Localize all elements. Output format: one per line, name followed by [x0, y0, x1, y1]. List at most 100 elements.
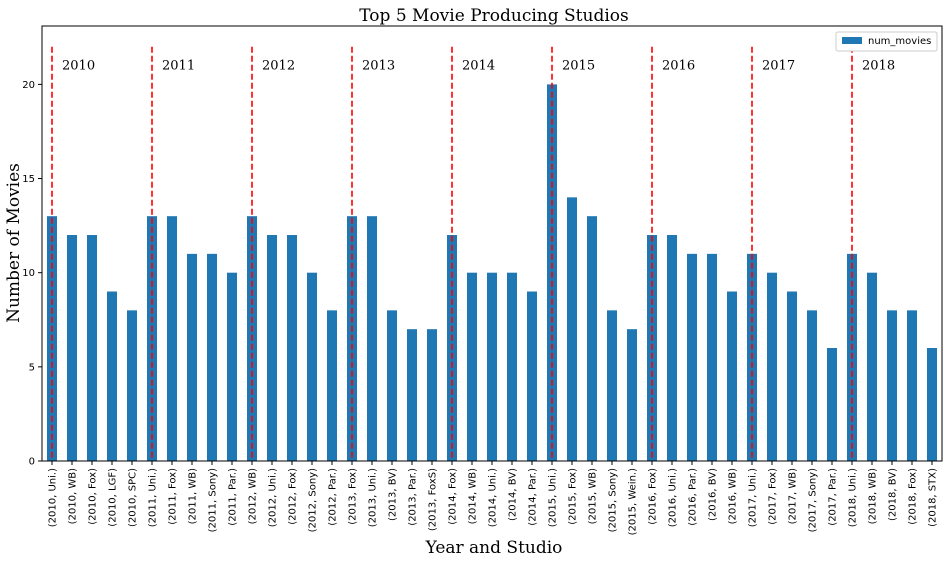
x-axis: (2010, Uni.) (2010, WB) (2010, Fox) (2010, … [48, 461, 939, 535]
bar-18 [407, 329, 417, 461]
y-tick-label: 10 [22, 268, 35, 279]
year-marker-label: 2012 [262, 59, 295, 74]
x-tick-label: (2015, Fox) [568, 468, 579, 525]
legend-box [835, 31, 938, 52]
bar-38 [807, 310, 817, 461]
bar-16 [367, 216, 377, 461]
bar-42 [887, 310, 897, 461]
x-tick-label: (2015, WB) [588, 468, 599, 524]
y-axis: 0 5 10 15 20 [22, 80, 42, 468]
x-tick-label: (2015, Wein.) [628, 468, 639, 535]
x-tick-label: (2012, WB) [248, 468, 259, 524]
y-tick-label: 0 [29, 457, 35, 468]
x-tick-label: (2018, STX) [928, 468, 939, 527]
x-tick-label: (2016, BV) [708, 468, 719, 521]
year-marker-label: 2017 [762, 59, 795, 74]
bar-13 [307, 272, 317, 461]
x-tick-label: (2016, Uni.) [668, 468, 679, 527]
x-tick-label: (2012, Uni.) [268, 468, 279, 527]
bar-8 [207, 253, 217, 461]
x-tick-label: (2016, Par.) [688, 468, 699, 526]
year-markers-group: 2010 2011 2012 2013 2014 2015 2016 2017 2018 [51, 46, 895, 461]
x-tick-label: (2013, Fox) [348, 468, 359, 525]
bar-19 [427, 329, 437, 461]
x-tick-label: (2017, WB) [788, 468, 799, 524]
legend-label: num_movies [868, 36, 931, 47]
legend: num_movies [835, 31, 938, 52]
x-tick-label: (2015, Sony) [608, 468, 619, 532]
bar-1 [67, 235, 77, 461]
x-tick-label: (2015, Uni.) [548, 468, 559, 527]
x-tick-label: (2013, FoxS) [428, 468, 439, 531]
bar-28 [607, 310, 617, 461]
bar-21 [467, 272, 477, 461]
x-tick-label: (2010, Uni.) [48, 468, 59, 527]
y-tick-label: 5 [29, 362, 35, 373]
bar-3 [107, 291, 117, 461]
x-tick-label: (2011, Uni.) [148, 468, 159, 527]
x-tick-label: (2010, Fox) [88, 468, 99, 525]
x-tick-label: (2014, Uni.) [488, 468, 499, 527]
legend-swatch [842, 37, 862, 44]
bar-37 [787, 291, 797, 461]
bar-17 [387, 310, 397, 461]
bar-31 [667, 235, 677, 461]
x-tick-label: (2018, BV) [888, 468, 899, 521]
y-tick-label: 20 [22, 80, 35, 91]
x-tick-label: (2014, Par.) [528, 468, 539, 526]
bars-group [47, 84, 937, 462]
x-tick-label: (2010, LGF) [108, 468, 119, 527]
x-tick-label: (2011, WB) [188, 468, 199, 524]
bar-23 [507, 272, 517, 461]
year-marker-label: 2018 [862, 59, 895, 74]
x-tick-label: (2013, BV) [388, 468, 399, 521]
bar-26 [567, 197, 577, 462]
x-tick-label: (2012, Sony) [308, 468, 319, 532]
bar-36 [767, 272, 777, 461]
x-tick-label: (2016, WB) [728, 468, 739, 524]
x-tick-label: (2018, Fox) [908, 468, 919, 525]
year-marker-label: 2016 [662, 59, 695, 74]
year-marker-label: 2011 [162, 59, 195, 74]
x-tick-label: (2010, WB) [68, 468, 79, 524]
x-tick-label: (2017, Par.) [828, 468, 839, 526]
bar-9 [227, 272, 237, 461]
x-tick-label: (2013, Par.) [408, 468, 419, 526]
year-marker-label: 2015 [562, 59, 595, 74]
bar-43 [907, 310, 917, 461]
bar-39 [827, 348, 837, 461]
chart-title: Top 5 Movie Producing Studios [359, 6, 628, 26]
bar-27 [587, 216, 597, 461]
x-tick-label: (2017, Uni.) [748, 468, 759, 527]
x-tick-label: (2014, WB) [468, 468, 479, 524]
bar-32 [687, 253, 697, 461]
x-tick-label: (2018, Uni.) [848, 468, 859, 527]
bar-14 [327, 310, 337, 461]
bar-7 [187, 253, 197, 461]
x-tick-label: (2014, Fox) [448, 468, 459, 525]
year-marker-label: 2013 [362, 59, 395, 74]
bar-41 [867, 272, 877, 461]
year-marker-label: 2010 [62, 59, 95, 74]
bar-2 [87, 235, 97, 461]
x-tick-label: (2011, Sony) [208, 468, 219, 532]
x-tick-label: (2016, Fox) [648, 468, 659, 525]
x-tick-label: (2012, Fox) [288, 468, 299, 525]
x-tick-label: (2011, Fox) [168, 468, 179, 525]
bar-6 [167, 216, 177, 461]
x-tick-label: (2012, Par.) [328, 468, 339, 526]
bar-4 [127, 310, 137, 461]
y-tick-label: 15 [22, 174, 35, 185]
x-tick-label: (2010, SPC) [128, 468, 139, 527]
bar-24 [527, 291, 537, 461]
x-tick-label: (2013, Uni.) [368, 468, 379, 527]
x-tick-label: (2014, BV) [508, 468, 519, 521]
year-marker-label: 2014 [462, 59, 495, 74]
bar-29 [627, 329, 637, 461]
bar-33 [707, 253, 717, 461]
bar-11 [267, 235, 277, 461]
bar-22 [487, 272, 497, 461]
x-tick-label: (2017, Sony) [808, 468, 819, 532]
bar-12 [287, 235, 297, 461]
